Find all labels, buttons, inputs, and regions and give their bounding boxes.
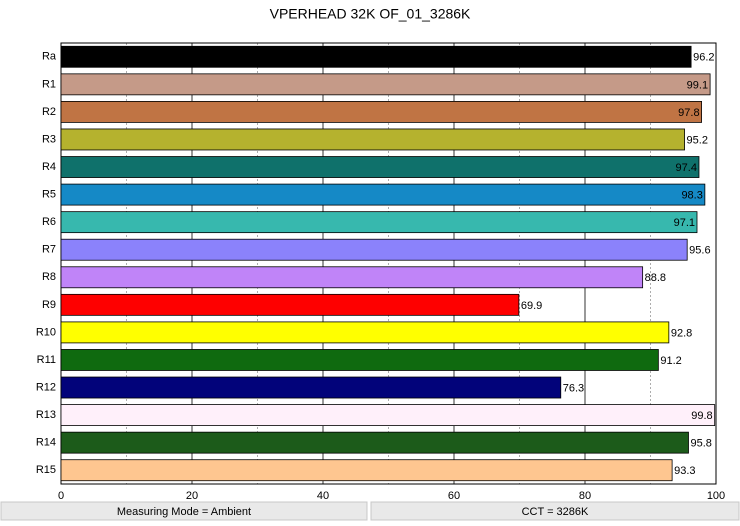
x-tick-label: 0 — [58, 490, 64, 502]
y-tick-label: R3 — [42, 133, 56, 145]
x-tick-label: 80 — [579, 490, 591, 502]
bar — [60, 73, 711, 96]
value-label: 91.2 — [660, 355, 681, 367]
y-tick-label: R7 — [42, 244, 56, 256]
x-tick-label: 60 — [448, 490, 460, 502]
bar — [60, 293, 520, 316]
y-tick-label: R10 — [36, 326, 56, 338]
value-label: 88.8 — [645, 272, 666, 284]
bar — [60, 156, 700, 178]
y-tick-label: R9 — [42, 299, 56, 311]
value-label: 95.8 — [690, 438, 711, 450]
y-tick-label: R5 — [42, 189, 56, 201]
value-label: 95.6 — [689, 245, 710, 257]
y-tick-label: R14 — [36, 437, 56, 449]
y-tick-label: R8 — [42, 271, 56, 283]
bar — [60, 376, 562, 399]
chart-title: VPERHEAD 32K OF_01_3286K — [270, 6, 471, 22]
value-label: 98.3 — [681, 190, 702, 202]
value-label: 97.4 — [676, 162, 697, 174]
footer-box — [0, 501, 368, 521]
y-tick-label: R2 — [42, 106, 56, 118]
bar — [60, 404, 716, 426]
footer-box — [370, 501, 740, 521]
y-tick-label: R4 — [42, 161, 56, 173]
value-label: 76.3 — [563, 382, 584, 394]
value-label: 99.8 — [691, 410, 712, 422]
y-tick-label: R12 — [36, 381, 56, 393]
bar — [60, 128, 685, 151]
y-tick-label: R11 — [37, 354, 56, 366]
bar — [60, 211, 698, 234]
bar — [60, 349, 659, 371]
value-label: 97.1 — [674, 217, 695, 229]
bar — [60, 238, 688, 261]
value-label: 69.9 — [521, 300, 542, 312]
bar — [60, 183, 706, 206]
y-tick-label: R15 — [36, 464, 56, 476]
value-label: 93.3 — [674, 465, 695, 477]
value-label: 92.8 — [671, 327, 692, 339]
bar — [60, 459, 673, 482]
bar — [60, 101, 702, 123]
x-tick-label: 100 — [707, 490, 725, 502]
bar — [60, 266, 644, 289]
x-tick-label: 20 — [186, 490, 198, 502]
value-label: 95.2 — [687, 134, 708, 146]
x-tick-label: 40 — [317, 490, 329, 502]
value-label: 97.8 — [678, 107, 699, 119]
value-label: 99.1 — [687, 79, 708, 91]
bar — [60, 431, 689, 454]
y-tick-label: R1 — [42, 78, 56, 90]
plot-frame — [60, 42, 717, 485]
value-label: 96.2 — [693, 52, 714, 64]
footer-text: CCT = 3286K — [522, 506, 589, 518]
bar — [60, 321, 670, 344]
y-tick-label: R6 — [42, 216, 56, 228]
bar — [60, 45, 692, 68]
y-tick-label: R13 — [36, 409, 56, 421]
footer-text: Measuring Mode = Ambient — [117, 506, 251, 518]
y-tick-label: Ra — [42, 51, 57, 63]
